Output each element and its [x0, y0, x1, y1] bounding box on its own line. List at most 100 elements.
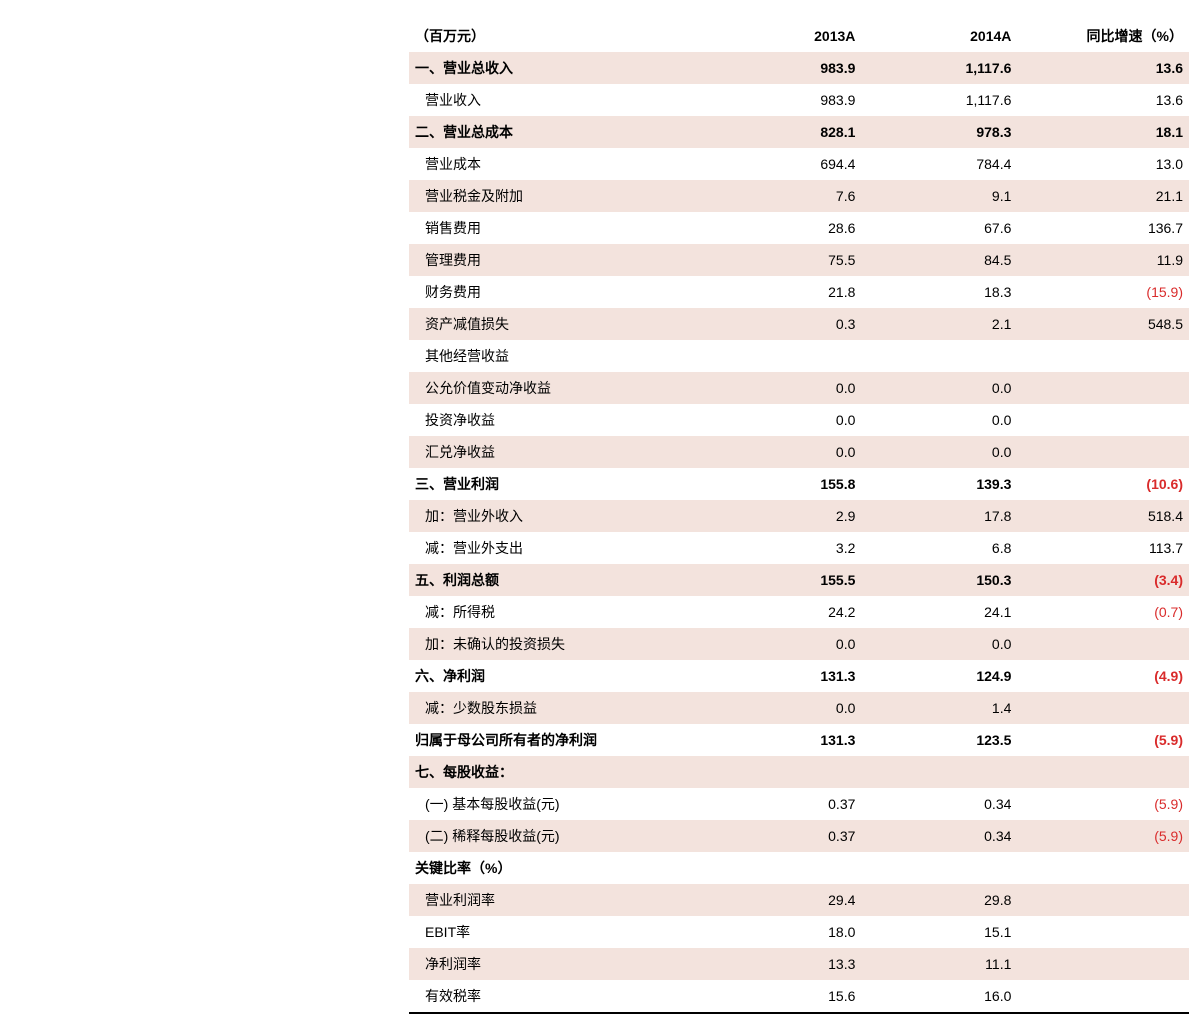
row-label: 六、净利润 — [409, 660, 705, 692]
table-row: 管理费用75.584.511.9 — [409, 244, 1189, 276]
row-value-2: 15.1 — [861, 916, 1017, 948]
row-value-3: (5.9) — [1017, 724, 1189, 756]
table-row: 财务费用21.818.3(15.9) — [409, 276, 1189, 308]
table-row: 加：未确认的投资损失0.00.0 — [409, 628, 1189, 660]
row-value-3 — [1017, 372, 1189, 404]
row-value-3 — [1017, 756, 1189, 788]
row-label: 归属于母公司所有者的净利润 — [409, 724, 705, 756]
table-row: 营业成本694.4784.413.0 — [409, 148, 1189, 180]
row-value-1: 131.3 — [705, 724, 861, 756]
table-row: EBIT率18.015.1 — [409, 916, 1189, 948]
row-label: 加：未确认的投资损失 — [409, 628, 705, 660]
row-value-3 — [1017, 340, 1189, 372]
row-value-1: 0.0 — [705, 404, 861, 436]
row-value-1: 2.9 — [705, 500, 861, 532]
row-value-1: 0.0 — [705, 436, 861, 468]
table-body: （百万元）2013A2014A同比增速（%）一、营业总收入983.91,117.… — [409, 20, 1189, 1013]
row-value-2: 0.34 — [861, 788, 1017, 820]
table-row: 七、每股收益： — [409, 756, 1189, 788]
row-value-3 — [1017, 436, 1189, 468]
row-value-1: 24.2 — [705, 596, 861, 628]
row-label: 一、营业总收入 — [409, 52, 705, 84]
financial-table: （百万元）2013A2014A同比增速（%）一、营业总收入983.91,117.… — [409, 20, 1189, 1014]
row-value-3 — [1017, 404, 1189, 436]
row-value-2: 0.0 — [861, 404, 1017, 436]
row-value-2: 9.1 — [861, 180, 1017, 212]
row-value-2: 139.3 — [861, 468, 1017, 500]
table-row: (二) 稀释每股收益(元)0.370.34(5.9) — [409, 820, 1189, 852]
row-value-3: 13.0 — [1017, 148, 1189, 180]
row-label: 有效税率 — [409, 980, 705, 1013]
row-value-2: 123.5 — [861, 724, 1017, 756]
row-value-2: 124.9 — [861, 660, 1017, 692]
row-value-1 — [705, 852, 861, 884]
income-statement-table: （百万元）2013A2014A同比增速（%）一、营业总收入983.91,117.… — [409, 20, 1189, 1014]
row-value-1: 694.4 — [705, 148, 861, 180]
row-label: 销售费用 — [409, 212, 705, 244]
row-value-2: 978.3 — [861, 116, 1017, 148]
row-value-3 — [1017, 948, 1189, 980]
table-row: 五、利润总额155.5150.3(3.4) — [409, 564, 1189, 596]
row-value-2: 2.1 — [861, 308, 1017, 340]
row-value-3 — [1017, 628, 1189, 660]
row-value-1: 28.6 — [705, 212, 861, 244]
row-value-3: 18.1 — [1017, 116, 1189, 148]
row-value-2: 0.0 — [861, 372, 1017, 404]
row-value-3 — [1017, 916, 1189, 948]
row-value-1: 21.8 — [705, 276, 861, 308]
table-row: 六、净利润131.3124.9(4.9) — [409, 660, 1189, 692]
row-value-2 — [861, 340, 1017, 372]
row-value-3: (3.4) — [1017, 564, 1189, 596]
row-value-3: 13.6 — [1017, 84, 1189, 116]
row-value-1: 983.9 — [705, 52, 861, 84]
row-label: （百万元） — [409, 20, 705, 52]
row-label: 资产减值损失 — [409, 308, 705, 340]
row-label: 三、营业利润 — [409, 468, 705, 500]
row-value-2: 1,117.6 — [861, 84, 1017, 116]
row-label: 营业成本 — [409, 148, 705, 180]
row-value-2: 2014A — [861, 20, 1017, 52]
table-row: 归属于母公司所有者的净利润131.3123.5(5.9) — [409, 724, 1189, 756]
row-value-1: 828.1 — [705, 116, 861, 148]
row-value-3: (10.6) — [1017, 468, 1189, 500]
row-value-2: 1,117.6 — [861, 52, 1017, 84]
row-label: 营业收入 — [409, 84, 705, 116]
row-label: 减：少数股东损益 — [409, 692, 705, 724]
row-value-1 — [705, 756, 861, 788]
row-value-3: 548.5 — [1017, 308, 1189, 340]
row-value-2: 17.8 — [861, 500, 1017, 532]
row-label: 减：所得税 — [409, 596, 705, 628]
row-value-3: (4.9) — [1017, 660, 1189, 692]
row-label: 营业利润率 — [409, 884, 705, 916]
table-row: (一) 基本每股收益(元)0.370.34(5.9) — [409, 788, 1189, 820]
table-row: 加：营业外收入2.917.8518.4 — [409, 500, 1189, 532]
row-value-1: 13.3 — [705, 948, 861, 980]
row-value-2: 67.6 — [861, 212, 1017, 244]
row-label: 净利润率 — [409, 948, 705, 980]
row-value-2: 150.3 — [861, 564, 1017, 596]
row-label: 五、利润总额 — [409, 564, 705, 596]
table-row: 减：所得税24.224.1(0.7) — [409, 596, 1189, 628]
row-value-3: (0.7) — [1017, 596, 1189, 628]
row-value-1: 29.4 — [705, 884, 861, 916]
row-value-3 — [1017, 852, 1189, 884]
row-value-1 — [705, 340, 861, 372]
table-row: 汇兑净收益0.00.0 — [409, 436, 1189, 468]
table-row: 营业税金及附加7.69.121.1 — [409, 180, 1189, 212]
row-value-3: 113.7 — [1017, 532, 1189, 564]
row-value-3: (15.9) — [1017, 276, 1189, 308]
row-value-1: 0.0 — [705, 692, 861, 724]
row-value-1: 0.37 — [705, 820, 861, 852]
row-value-1: 2013A — [705, 20, 861, 52]
row-value-1: 75.5 — [705, 244, 861, 276]
row-label: (一) 基本每股收益(元) — [409, 788, 705, 820]
row-value-2: 0.0 — [861, 628, 1017, 660]
row-value-3 — [1017, 980, 1189, 1013]
table-row: 销售费用28.667.6136.7 — [409, 212, 1189, 244]
row-value-1: 15.6 — [705, 980, 861, 1013]
table-row: 减：营业外支出3.26.8113.7 — [409, 532, 1189, 564]
row-value-2: 784.4 — [861, 148, 1017, 180]
table-row: 净利润率13.311.1 — [409, 948, 1189, 980]
table-row: 一、营业总收入983.91,117.613.6 — [409, 52, 1189, 84]
row-label: 投资净收益 — [409, 404, 705, 436]
